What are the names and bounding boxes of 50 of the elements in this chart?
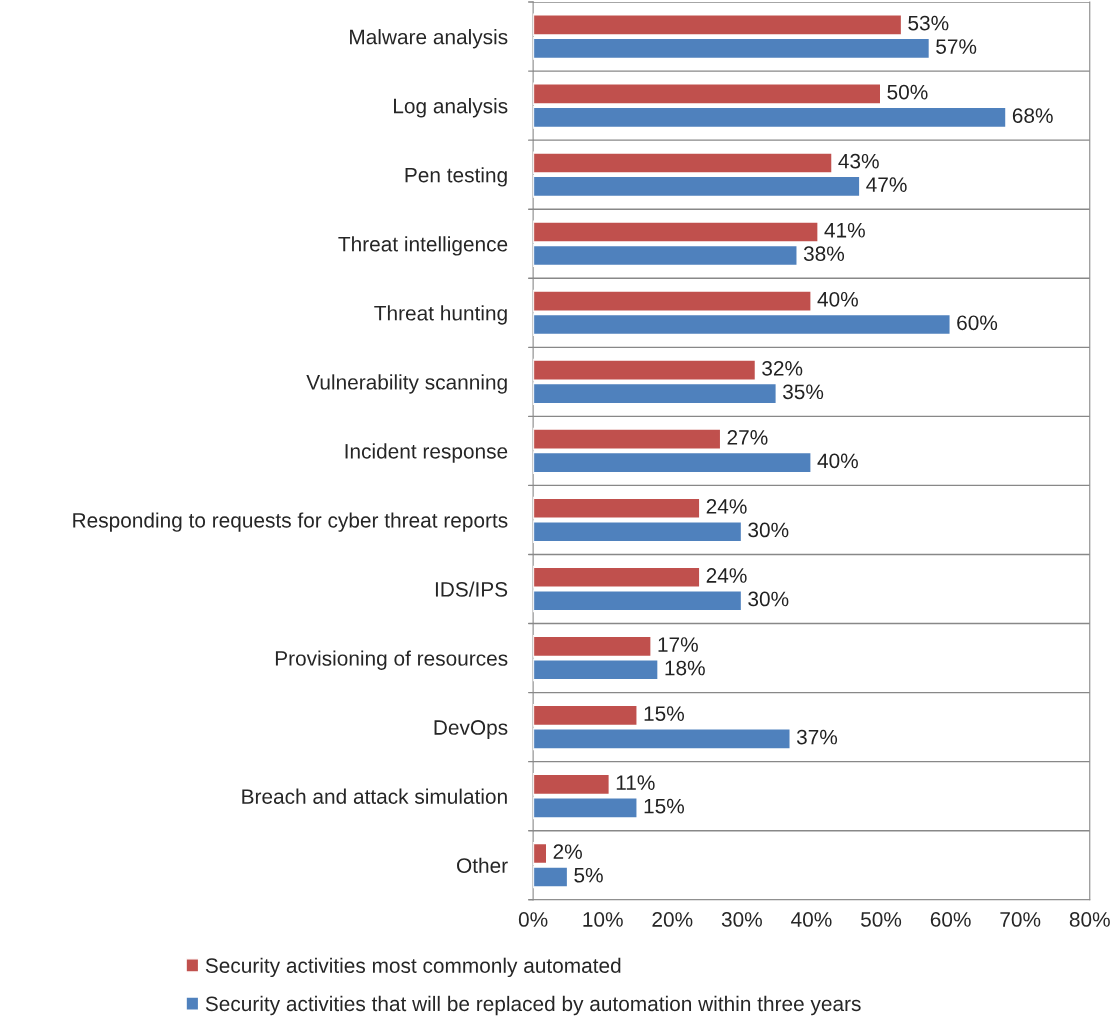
data-label: 24% <box>706 499 747 514</box>
data-label: 27% <box>727 430 768 445</box>
data-label: 43% <box>838 153 879 169</box>
y-tick-label: Malware analysis <box>350 29 508 49</box>
x-tick-label: 20% <box>652 912 693 927</box>
data-label: 41% <box>824 222 865 238</box>
data-label: 35% <box>783 384 824 400</box>
data-label: 17% <box>658 637 698 652</box>
y-tick-label: Threat hunting <box>374 305 507 325</box>
data-label: 47% <box>866 177 907 192</box>
y-tick-label: Breach and attack simulation <box>242 788 507 804</box>
y-tick-label: Provisioning of resources <box>275 650 508 670</box>
data-label: 32% <box>762 360 803 376</box>
x-tick-label: 50% <box>861 912 902 927</box>
x-tick-label: 10% <box>583 912 623 927</box>
data-label: 15% <box>644 798 684 814</box>
data-label: 5% <box>574 867 603 883</box>
y-tick-label: Responding to requests for cyber threat reports <box>73 512 508 532</box>
data-label: 40% <box>817 453 858 469</box>
x-tick-label: 0% <box>518 912 548 927</box>
y-tick-label: Threat intelligence <box>338 236 508 256</box>
data-label: 37% <box>796 729 838 745</box>
data-label: 50% <box>887 84 928 100</box>
data-label: 68% <box>1012 108 1053 123</box>
data-label: 57% <box>936 39 977 54</box>
data-label: 60% <box>957 315 998 331</box>
x-tick-label: 80% <box>1069 912 1110 927</box>
x-tick-label: 60% <box>930 912 971 927</box>
data-label: 18% <box>665 660 705 676</box>
y-tick-label: Vulnerability scanning <box>306 374 507 394</box>
data-label: 38% <box>803 246 845 262</box>
y-tick-label: Pen testing <box>405 167 507 187</box>
y-tick-label: Log analysis <box>394 98 508 118</box>
x-tick-label: 30% <box>721 912 762 927</box>
x-tick-label: 40% <box>791 912 832 927</box>
x-tick-label: 70% <box>1000 912 1041 927</box>
y-tick-label: IDS/IPS <box>435 581 508 597</box>
y-tick-label: Incident response <box>345 443 508 463</box>
data-label: 2% <box>553 844 582 859</box>
data-label: 24% <box>706 568 747 583</box>
data-label: 53% <box>908 15 949 31</box>
data-label: 15% <box>644 706 684 721</box>
data-label: 30% <box>748 591 789 607</box>
legend-label: Security activities that will be replaced by automation within three years <box>205 995 861 1016</box>
y-tick-label: Other <box>457 857 508 873</box>
data-label: 30% <box>748 522 789 538</box>
legend-label: Security activities most commonly automated <box>205 957 621 978</box>
data-label: 40% <box>817 291 858 307</box>
y-tick-label: DevOps <box>434 720 508 739</box>
data-label: 11% <box>616 775 655 790</box>
